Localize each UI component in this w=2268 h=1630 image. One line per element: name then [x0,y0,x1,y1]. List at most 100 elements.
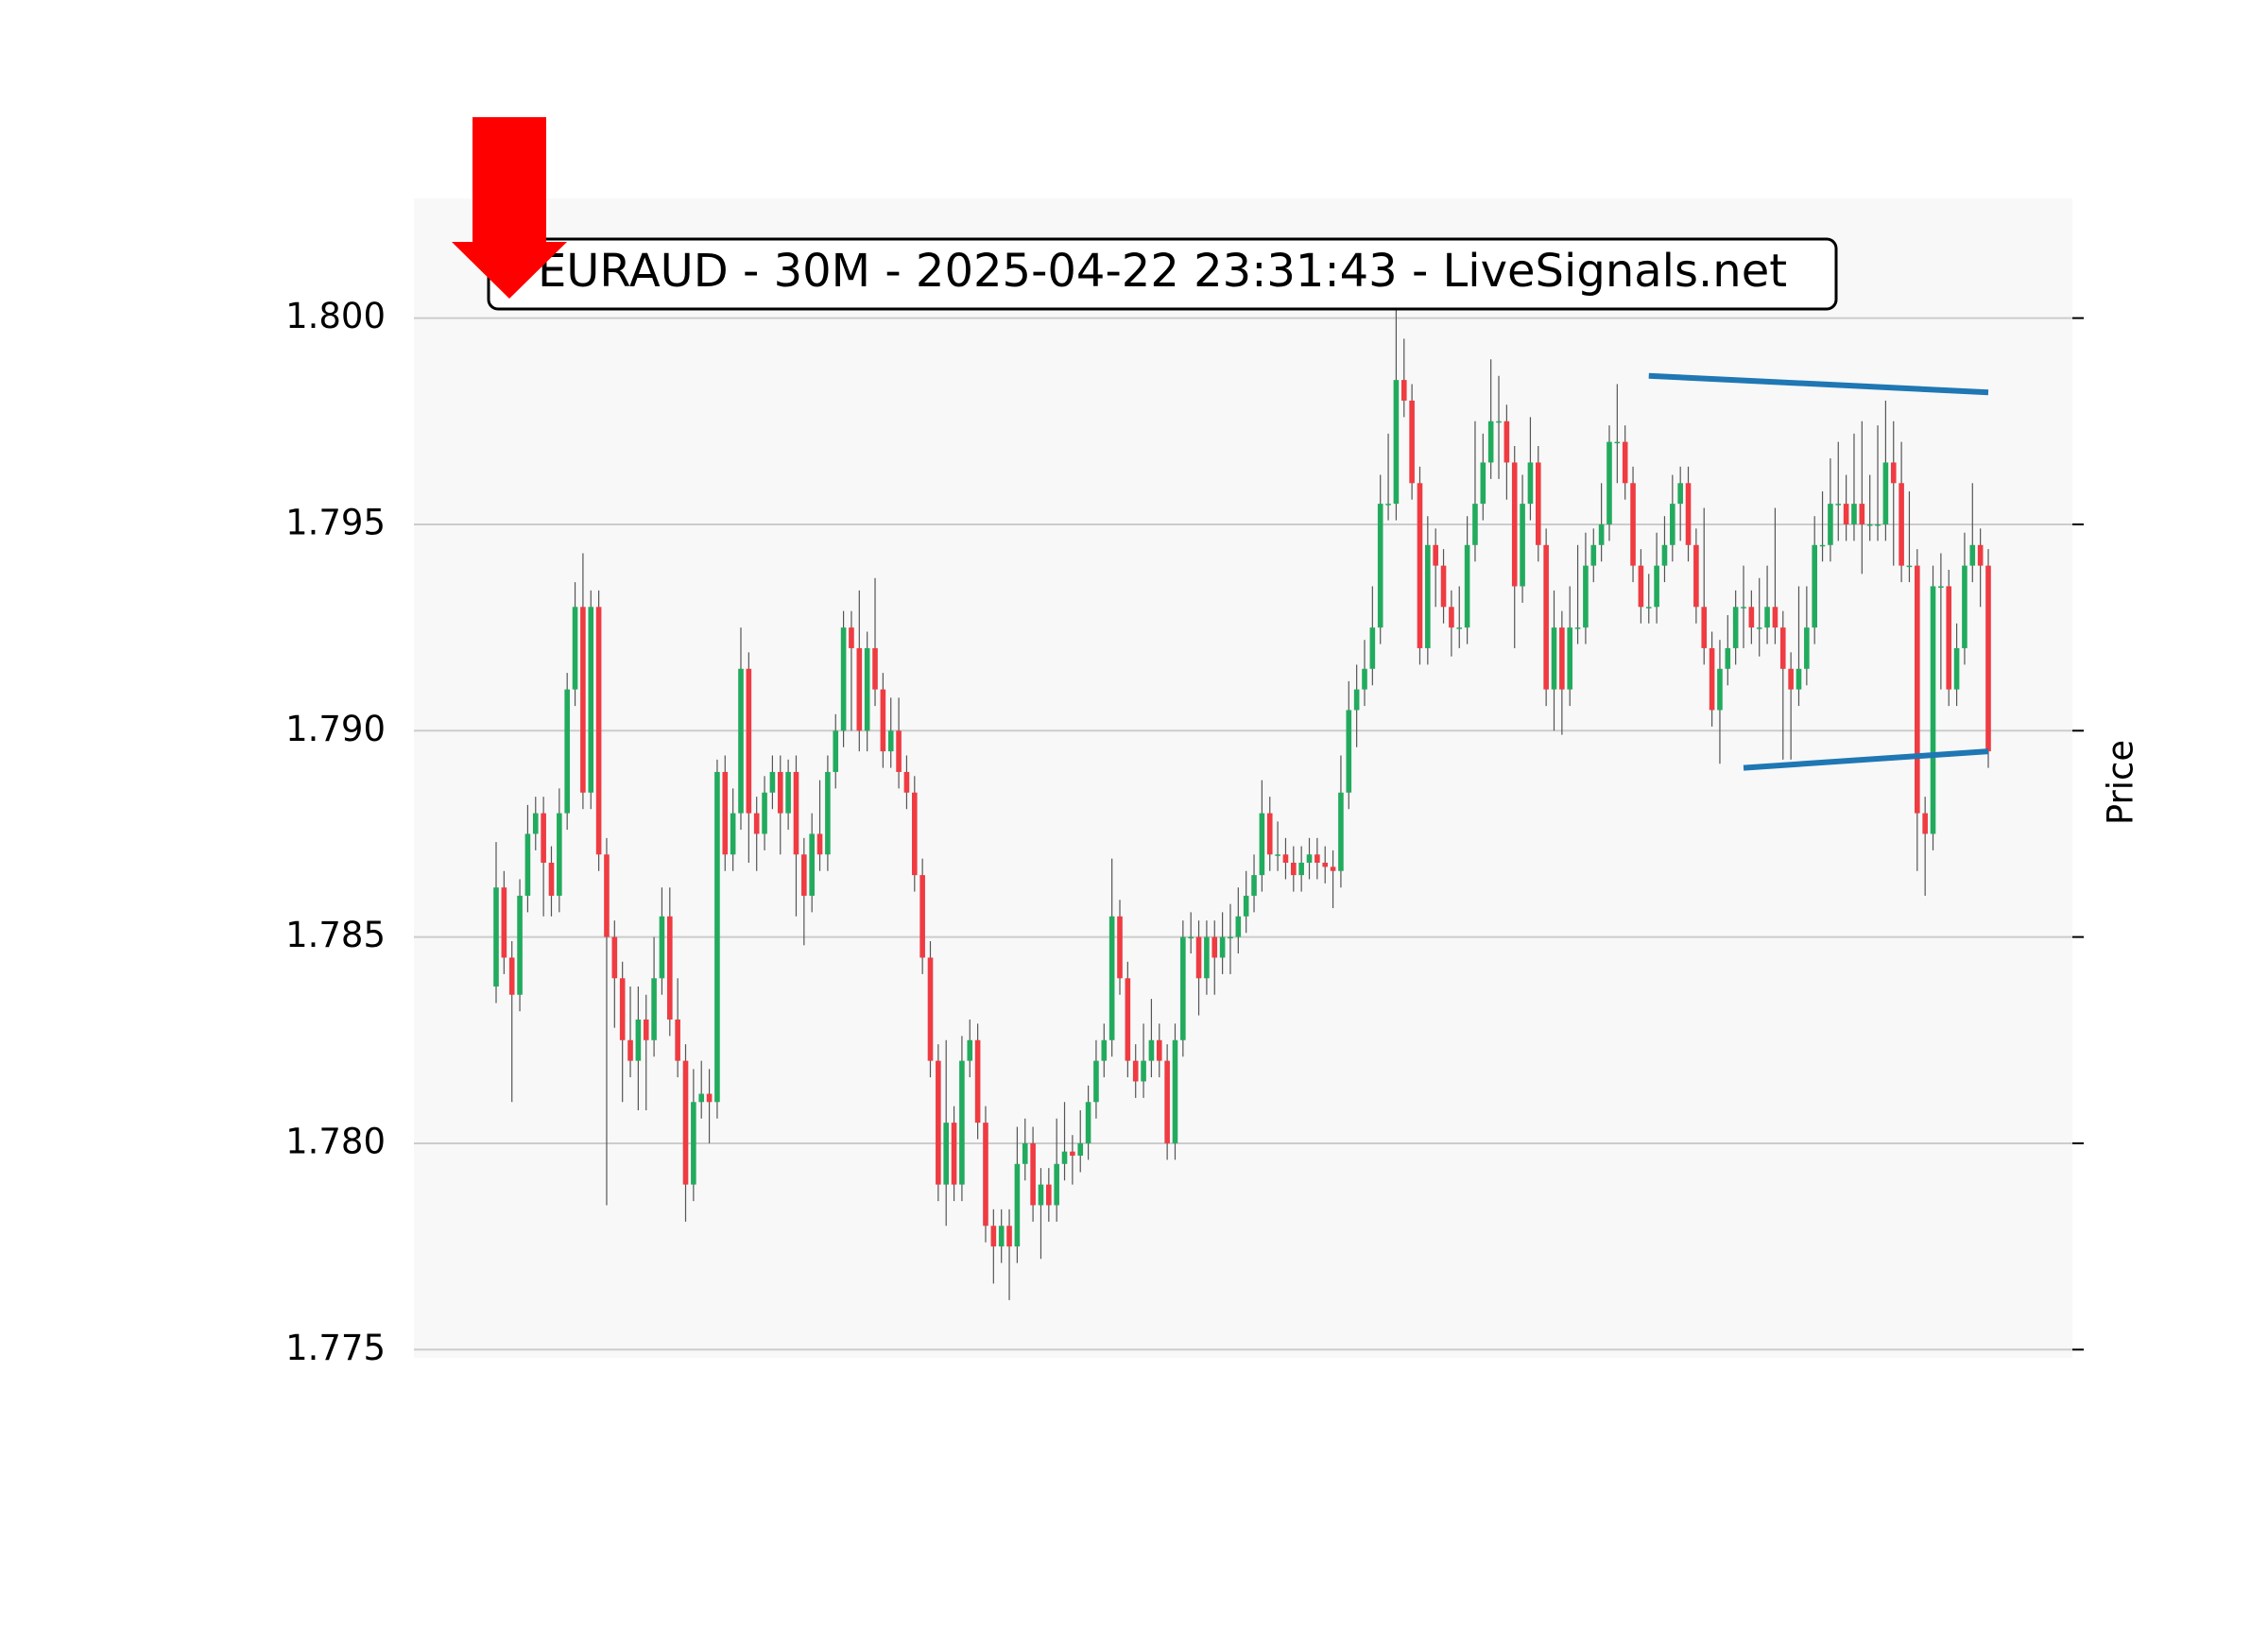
candle-body [1922,813,1928,834]
candle-body [872,647,878,690]
candle-body [1741,607,1746,609]
candle-body [1614,441,1621,444]
candle-body [1243,895,1249,917]
candle-body [1906,565,1913,568]
candle-body [919,875,925,958]
candle-body [524,833,531,896]
candle-body [1338,792,1344,871]
candle-body [1330,866,1336,871]
candle-body [1369,627,1376,669]
candle-body [1417,483,1423,648]
y-tick-label: 1.795 [285,502,386,542]
candle-body [1828,504,1833,545]
candle-body [959,1060,965,1185]
candle-body [666,916,673,1020]
candle-body [1527,462,1534,505]
candle-body [1859,504,1865,524]
candle-body [911,792,918,876]
candle-body [1211,936,1218,958]
candle-body [1385,504,1391,506]
candle-body [927,957,934,1061]
candle-body [1796,668,1802,690]
candle-body [762,792,767,834]
candle-body [1882,462,1889,524]
candle-body [1866,523,1873,526]
candle-body [974,1039,981,1124]
candle-body [887,730,894,752]
candle-body [1520,504,1525,587]
y-tick-label: 1.775 [285,1328,386,1368]
candle-body [1496,420,1502,423]
candle-body [675,1019,680,1061]
candle-body [532,813,539,834]
candle-body [1038,1184,1044,1206]
candle-body [1583,565,1589,628]
candle-body [1235,916,1242,937]
candle-body [1930,586,1936,834]
candle-body [1693,544,1699,608]
candle-body [1006,1226,1012,1247]
candle-body [643,1019,649,1040]
candle-body [1670,504,1675,545]
candle-body [1030,1142,1036,1206]
candle-body [1266,813,1273,855]
candle-body [1661,544,1668,566]
candle-body [548,863,555,896]
candle-body [1938,586,1944,588]
candle-body [580,607,586,793]
candle-body [1788,668,1794,690]
candle-body [1535,462,1541,545]
candle-body [1701,607,1708,648]
candle-body [1219,936,1226,958]
candle-body [1946,586,1952,690]
candle-body [619,978,626,1040]
candle-body [1915,565,1920,814]
candle-body [1346,710,1352,793]
candle-body [1125,978,1131,1061]
candle-body [1251,875,1257,896]
candle-body [1070,1151,1075,1157]
candle-body [1322,863,1329,867]
y-tick-label: 1.800 [285,296,386,336]
candle-body [1851,504,1857,524]
candle-body [833,730,839,772]
candle-body [541,813,546,864]
candle-body [1188,936,1194,939]
candle-body [936,1060,941,1185]
candle-body [1022,1142,1028,1164]
candle-body [1456,627,1463,629]
candle-body [604,854,610,937]
candle-body [1732,607,1739,648]
candle-body [1598,523,1605,545]
candle-body [1180,936,1186,1040]
candle-body [896,730,902,772]
y-tick-label: 1.790 [285,709,386,749]
candle-body [557,813,562,896]
candle-body [1756,627,1762,629]
candle-body [517,895,523,995]
y-tick-label: 1.785 [285,915,386,955]
candle-body [1440,565,1447,608]
candle-body [1551,627,1557,690]
candle-body [1014,1163,1021,1247]
candle-body [1108,916,1115,1040]
candle-body [998,1226,1005,1247]
candle-body [1574,627,1581,629]
candle-body [682,1060,689,1185]
marks [414,309,2072,1351]
candle-body [1085,1102,1091,1143]
candle-body [1141,1060,1146,1082]
candle-body [698,1093,705,1103]
candle-body [1677,483,1683,505]
arrow-shaft [472,117,546,244]
candle-body [769,771,776,793]
candle-body [1962,565,1967,648]
candle-body [1590,544,1597,566]
candle-body [1061,1151,1068,1164]
candle-body [501,887,507,958]
candle-body [840,627,847,731]
candle-body [1567,627,1573,690]
candle-body [1148,1039,1155,1061]
candle-body [691,1102,696,1185]
